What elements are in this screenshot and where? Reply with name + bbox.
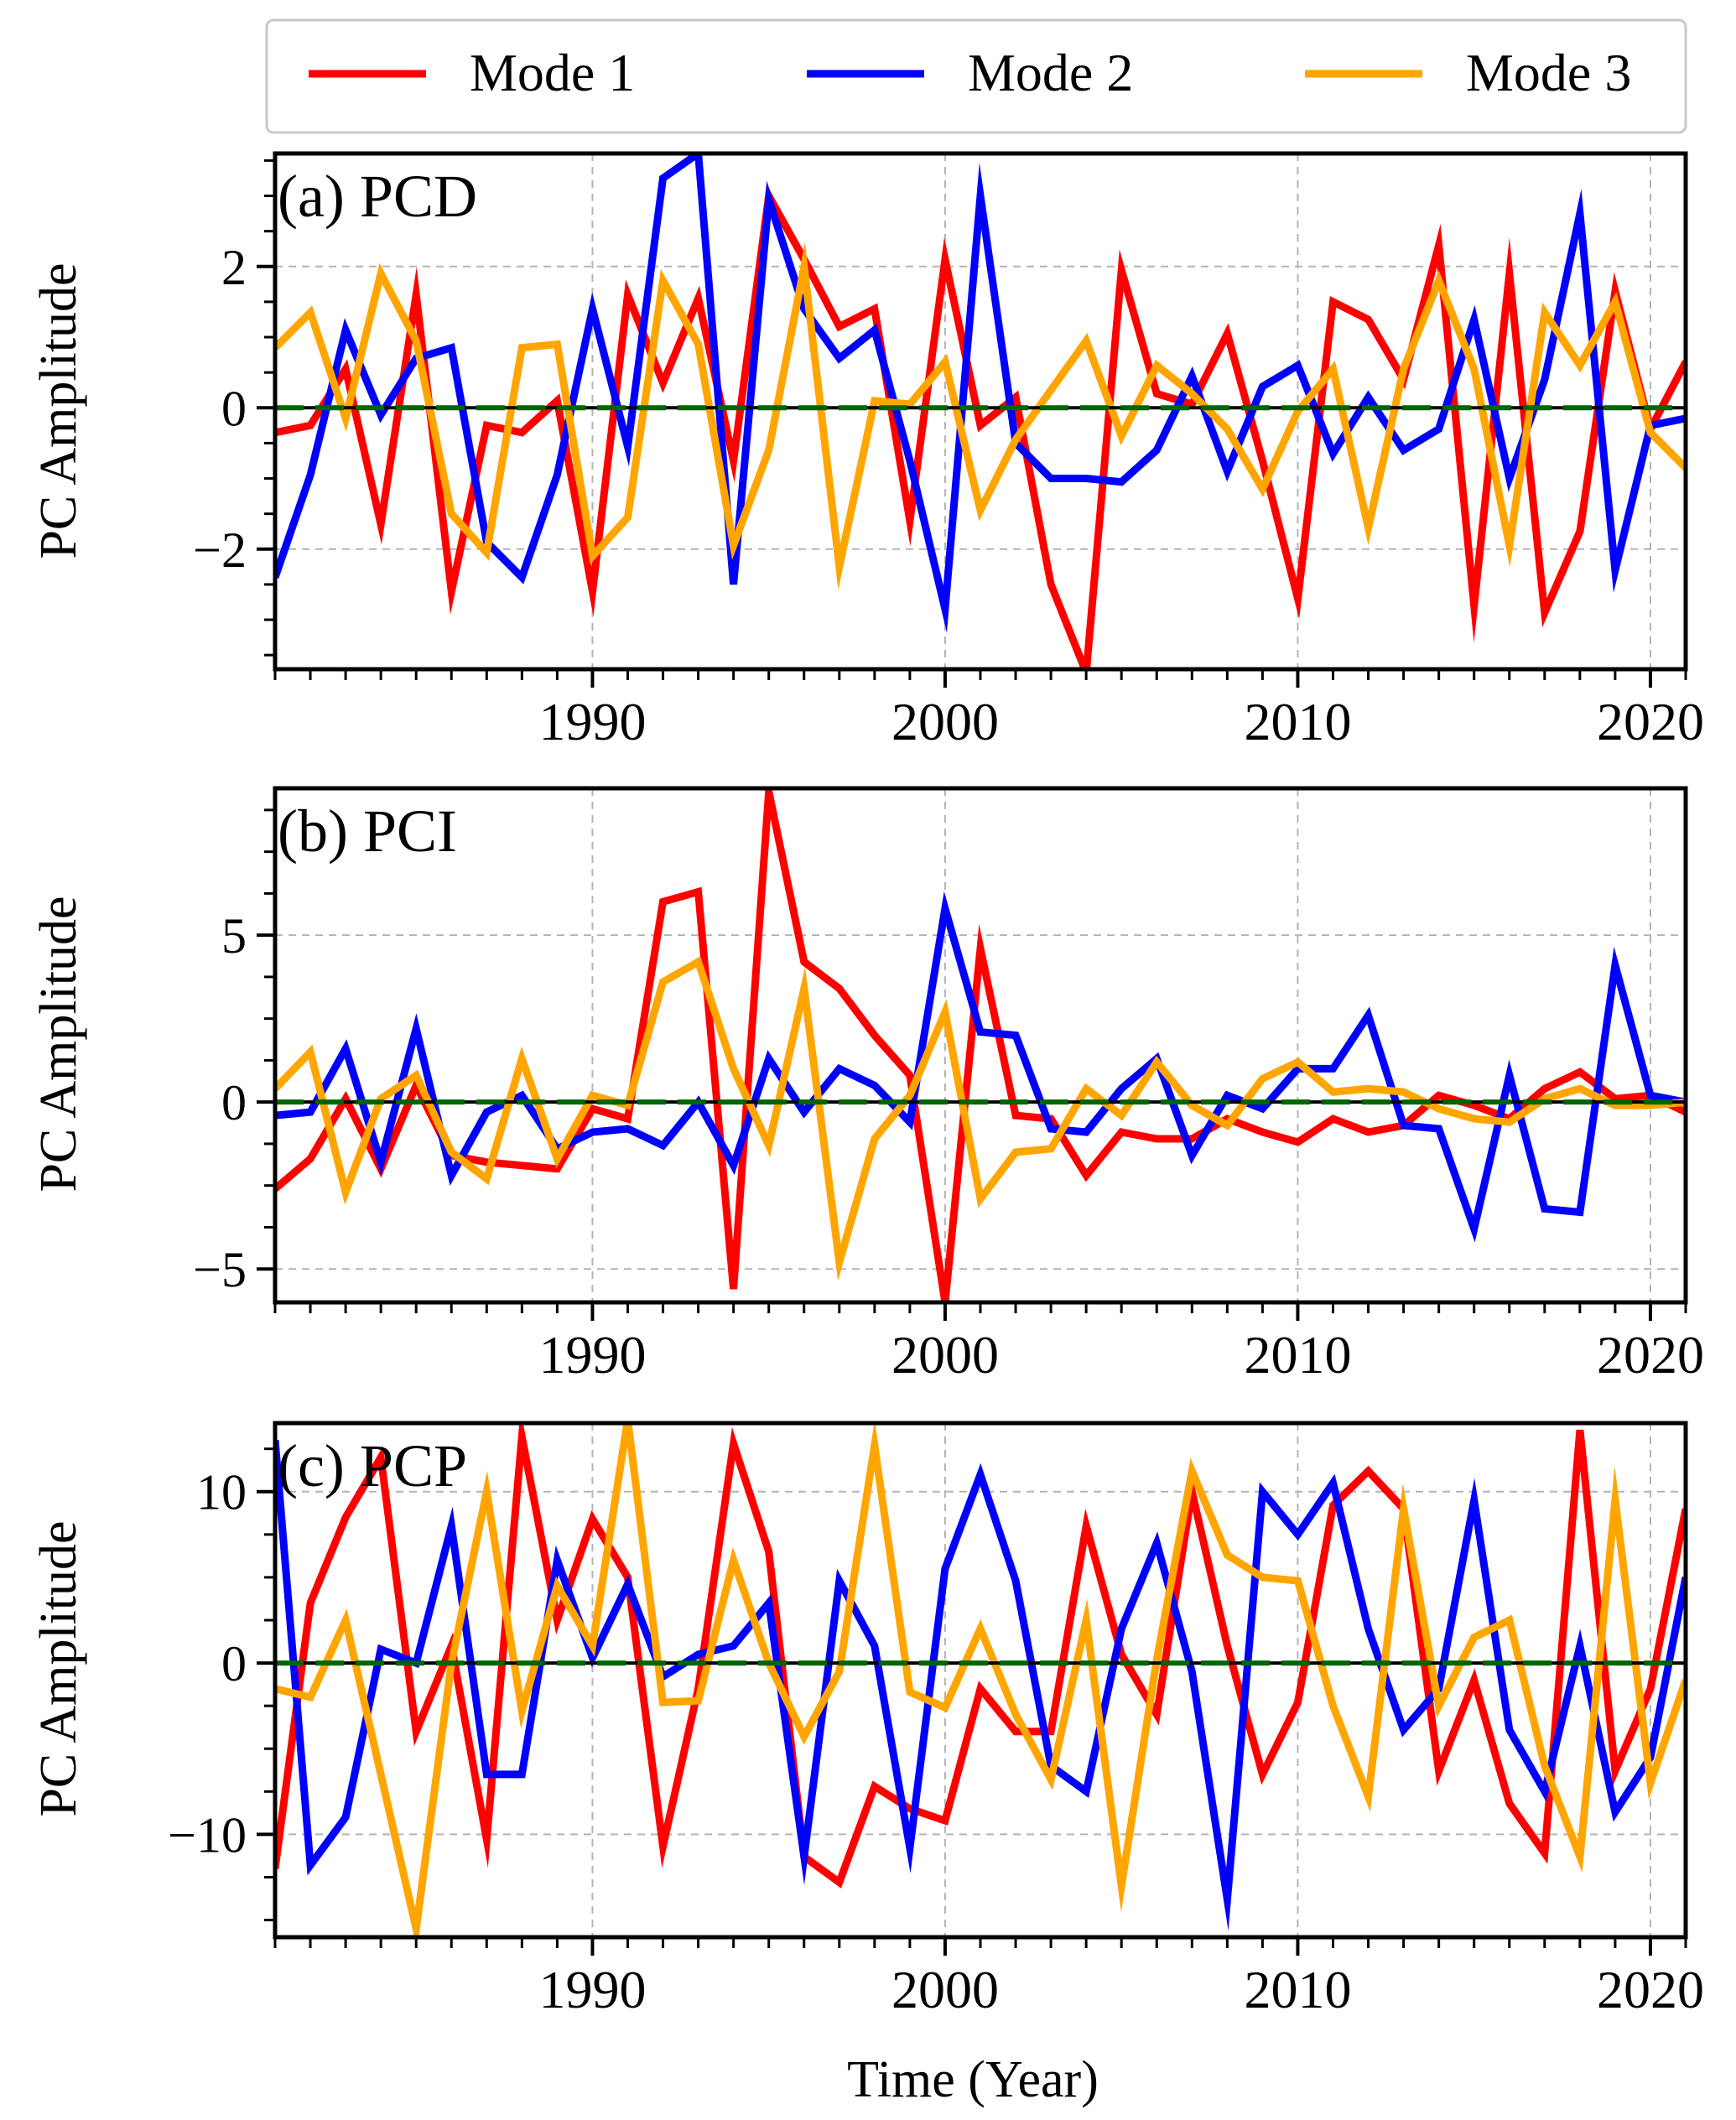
x-tick-label-2010-panel-a: 2010 xyxy=(1244,692,1351,751)
series-line-mode-2-panel-c xyxy=(275,1440,1686,1931)
series-line-mode-3-panel-b xyxy=(275,956,1686,1281)
y-tick-label-0-panel-c: 0 xyxy=(221,1636,247,1691)
y-tick-label-0-panel-b: 0 xyxy=(221,1075,247,1130)
panel-label-a: (a) PCD xyxy=(278,163,477,230)
legend-entry-mode-2: Mode 2 xyxy=(807,43,1133,102)
series-line-mode-2-panel-a xyxy=(275,153,1686,633)
y-tick-label-2-panel-a: 2 xyxy=(221,240,247,295)
y-tick-label-0-panel-a: 0 xyxy=(221,381,247,436)
legend-label-mode-1: Mode 1 xyxy=(470,43,635,102)
x-tick-label-2010-panel-c: 2010 xyxy=(1244,1960,1351,2019)
panel-label-c: (c) PCP xyxy=(278,1432,467,1499)
x-tick-label-1990-panel-b: 1990 xyxy=(538,1325,646,1385)
panel-a: 1990 2000 2010 2020 −2 0 2 (a) PCD xyxy=(193,151,1704,751)
x-axis-label: Time (Year) xyxy=(847,2051,1099,2108)
y-tick-label--5-panel-b: −5 xyxy=(193,1242,247,1297)
series-line-mode-1-panel-c xyxy=(275,1423,1686,1889)
x-tick-label-1990-panel-c: 1990 xyxy=(538,1960,646,2019)
x-tick-label-2020-panel-b: 2020 xyxy=(1597,1325,1704,1385)
y-axis-label-panel-b: PC Amplitude xyxy=(30,896,87,1192)
panel-label-b: (b) PCI xyxy=(278,798,457,865)
legend-entry-mode-1: Mode 1 xyxy=(309,43,635,102)
legend-frame xyxy=(265,18,1687,134)
y-tick-label-10-panel-c: 10 xyxy=(196,1465,247,1520)
panel-c: 1990 2000 2010 2020 −10 0 10 (c) PCP xyxy=(168,1421,1704,2019)
x-tick-label-2000-panel-b: 2000 xyxy=(891,1325,999,1385)
series-line-mode-1-panel-b xyxy=(275,788,1686,1302)
legend-entry-mode-3: Mode 3 xyxy=(1305,43,1631,102)
x-tick-label-2000-panel-c: 2000 xyxy=(891,1960,999,2019)
x-tick-label-2020-panel-c: 2020 xyxy=(1597,1960,1704,2019)
y-axis-label-panel-a: PC Amplitude xyxy=(30,262,87,559)
x-tick-label-2010-panel-b: 2010 xyxy=(1244,1325,1351,1385)
series-line-mode-3-panel-a xyxy=(275,242,1686,590)
panel-b: 1990 2000 2010 2020 −5 0 5 (b) PCI xyxy=(193,786,1704,1385)
legend: Mode 1 Mode 2 Mode 3 xyxy=(265,18,1687,134)
series-line-mode-1-panel-a xyxy=(275,184,1686,669)
x-tick-label-2000-panel-a: 2000 xyxy=(891,692,999,751)
y-tick-label--10-panel-c: −10 xyxy=(168,1807,247,1863)
y-tick-label-5-panel-b: 5 xyxy=(221,908,247,964)
y-axis-label-panel-c: PC Amplitude xyxy=(30,1520,87,1816)
x-tick-label-1990-panel-a: 1990 xyxy=(538,692,646,751)
legend-label-mode-2: Mode 2 xyxy=(968,43,1133,102)
y-tick-label--2-panel-a: −2 xyxy=(193,522,247,578)
x-tick-label-2020-panel-a: 2020 xyxy=(1597,692,1704,751)
series-line-mode-3-panel-c xyxy=(275,1423,1686,1937)
legend-label-mode-3: Mode 3 xyxy=(1466,43,1631,102)
